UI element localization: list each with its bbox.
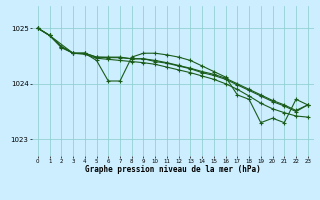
X-axis label: Graphe pression niveau de la mer (hPa): Graphe pression niveau de la mer (hPa) xyxy=(85,165,261,174)
